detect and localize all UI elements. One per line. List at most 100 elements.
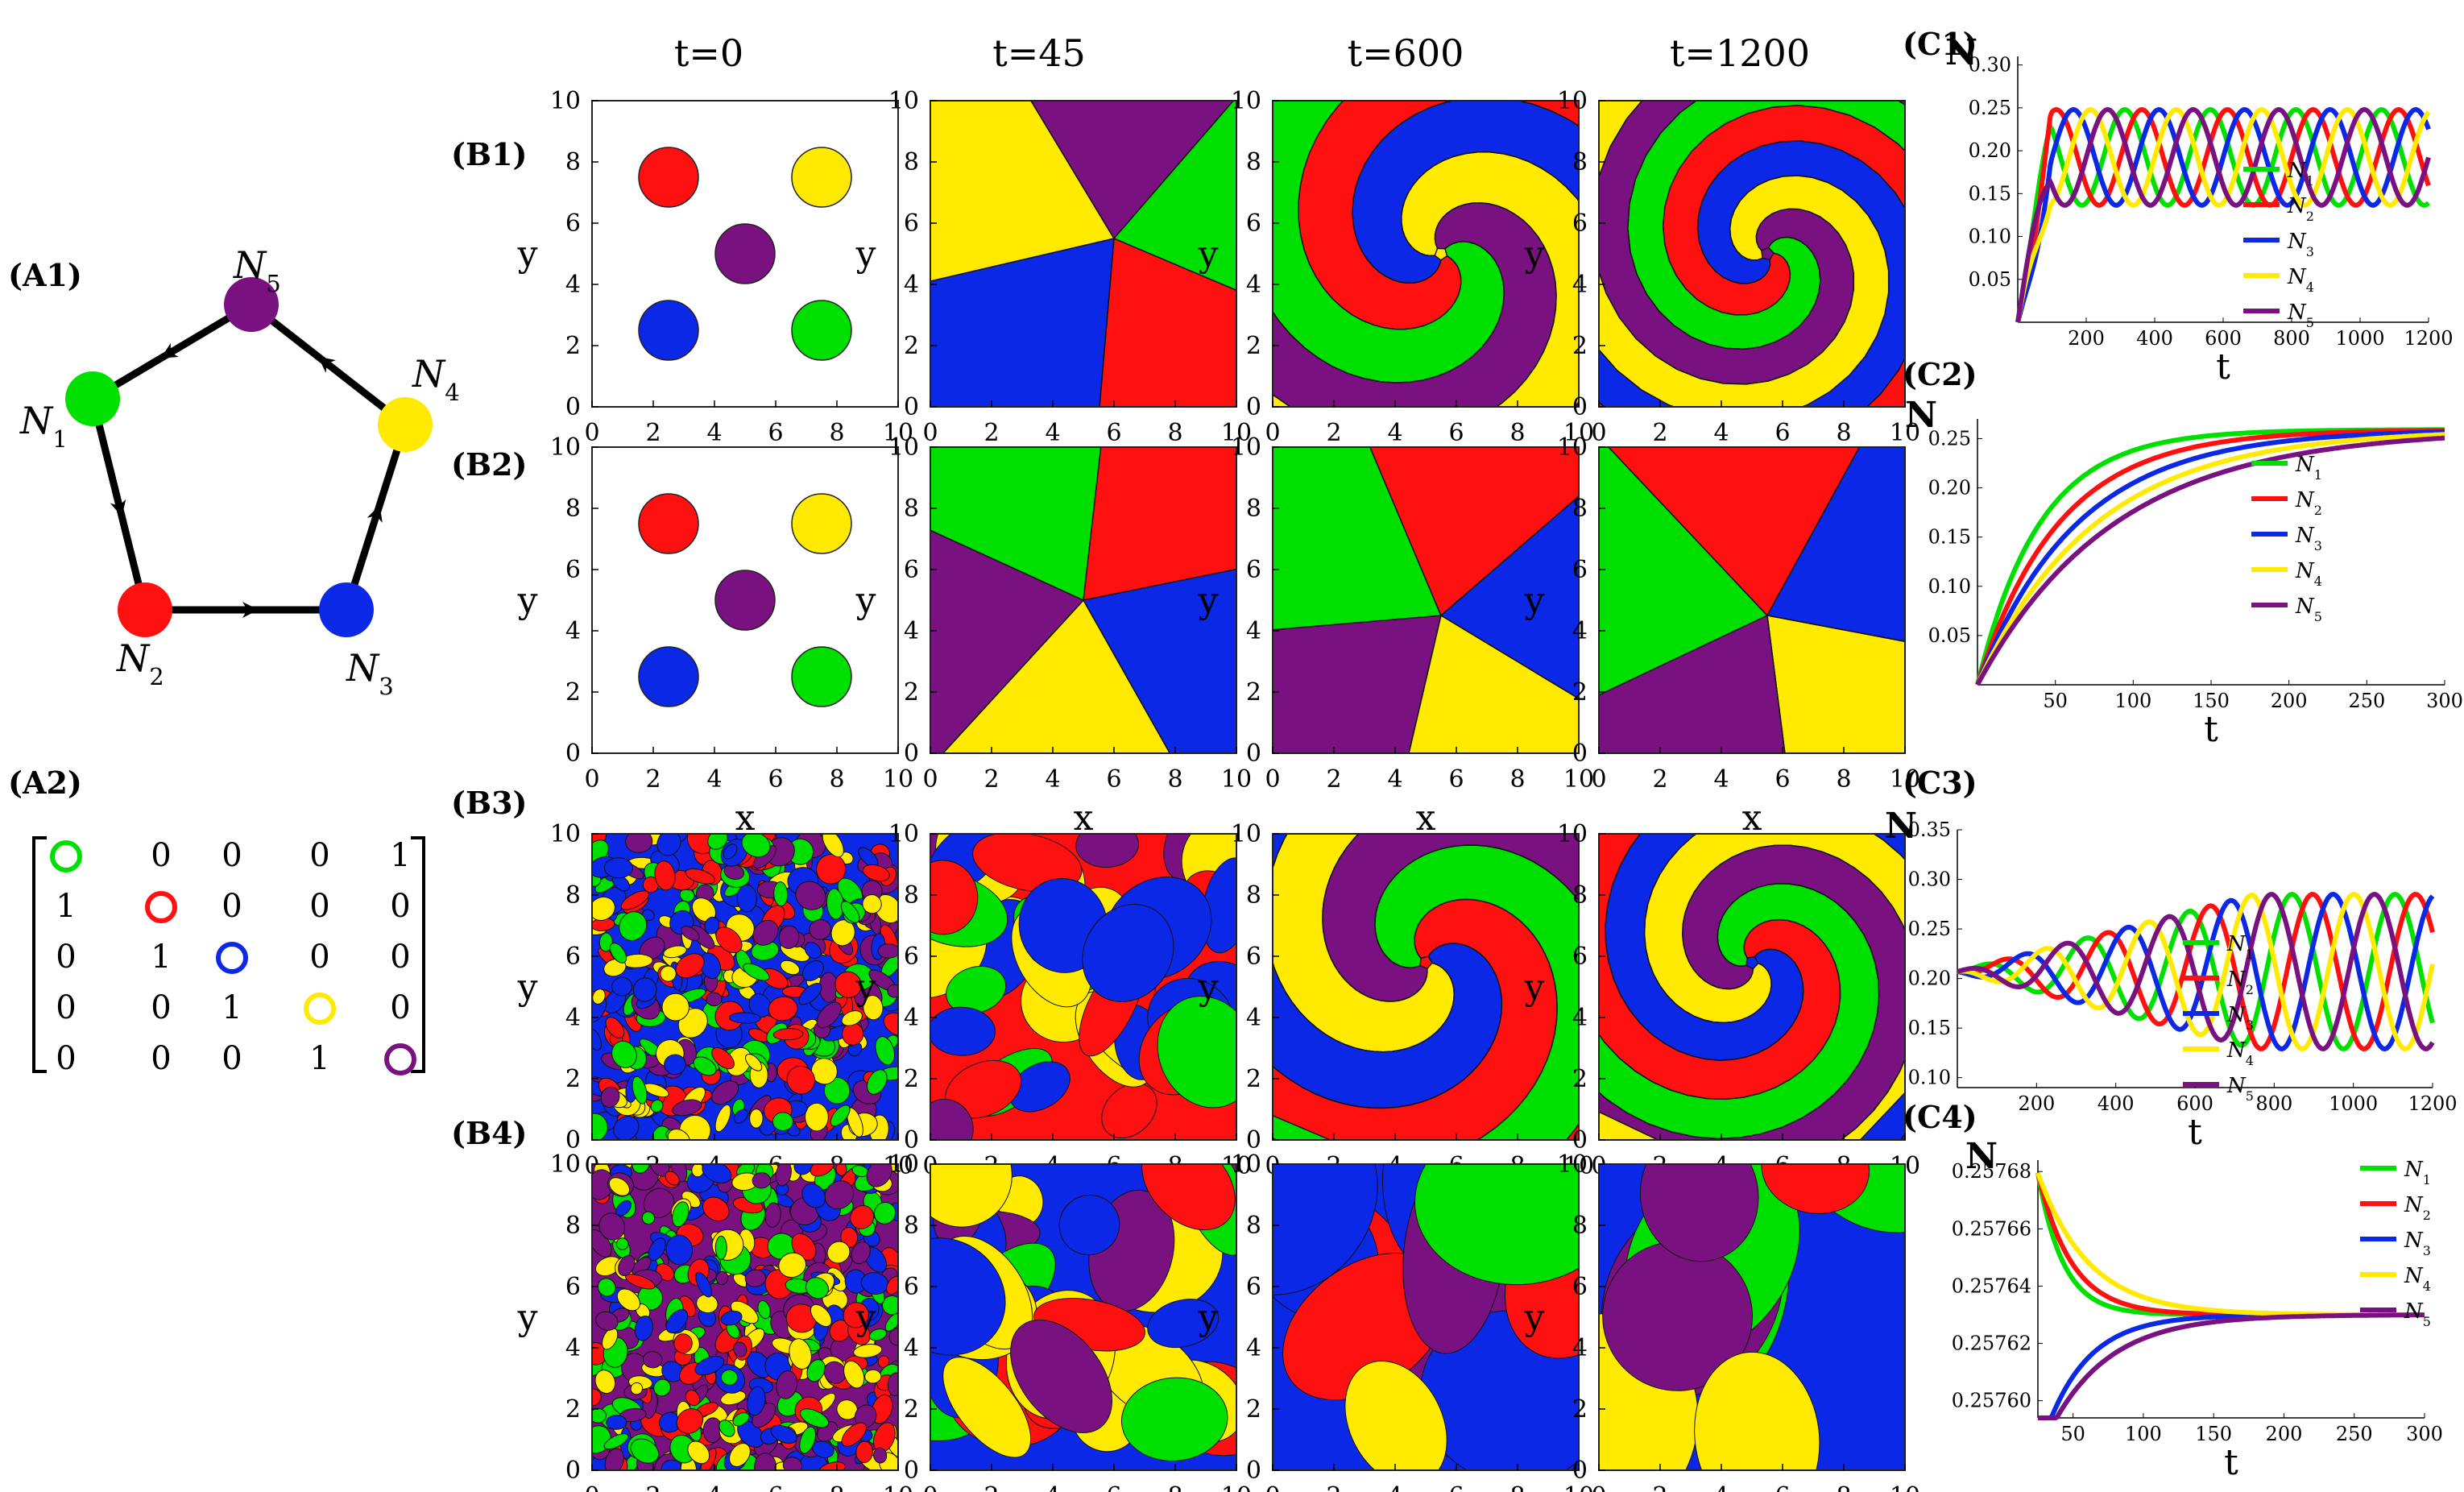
domain-blob — [822, 834, 844, 858]
panel-frame — [591, 446, 899, 754]
domain-blob — [608, 1177, 631, 1196]
y-tick-10: 10 — [888, 820, 919, 848]
x-tick-2: 2 — [984, 419, 999, 447]
y-tick-8: 8 — [904, 495, 919, 523]
y-axis-label: N — [1905, 395, 1937, 436]
pattern-content — [1599, 101, 1905, 407]
pattern-panel-r2-c4: 00 2 2 4 4 6 6 8 8 10 10 x y — [1524, 433, 1921, 839]
initial-patch-1 — [638, 147, 699, 208]
node-label-n4-sub: 4 — [445, 379, 459, 406]
domain-blob — [757, 1300, 771, 1320]
y-axis-label: y — [517, 967, 538, 1008]
domain-blob — [841, 1010, 863, 1026]
domain-blob — [887, 984, 898, 998]
legend-label-n3-sub: 3 — [2314, 538, 2322, 553]
wedge-domain — [1599, 447, 1769, 696]
y-tick-0: 0 — [1572, 393, 1588, 421]
y-axis-label: y — [517, 580, 538, 621]
legend-label-n4-main: N — [2404, 1264, 2424, 1288]
x-tick-8: 8 — [1167, 1482, 1182, 1492]
domain-blob — [942, 1357, 1032, 1458]
y-tick-6: 6 — [1246, 1273, 1261, 1301]
domain-blob — [768, 996, 798, 1022]
matrix-cell-0-1: 0 — [151, 837, 171, 874]
domain-blob — [801, 1183, 826, 1208]
y-tick-2: 2 — [565, 1065, 581, 1093]
y-tick-10: 10 — [550, 433, 581, 462]
panel-label-c4: (C4) — [1903, 1099, 1977, 1135]
y-tick-label: 0.15 — [1908, 1017, 1951, 1039]
x-tick-label: 50 — [2043, 690, 2068, 712]
domain-blob — [616, 1288, 641, 1312]
legend-label-n5-main: N — [2287, 300, 2307, 325]
y-tick-0: 0 — [1572, 1126, 1588, 1154]
x-tick-4: 4 — [1713, 765, 1729, 794]
pattern-content — [1273, 834, 1579, 1140]
domain-blob — [1120, 1377, 1228, 1461]
x-tick-label: 1000 — [2335, 327, 2384, 350]
pattern-content — [592, 1164, 898, 1470]
x-tick-0: 0 — [922, 419, 938, 447]
y-axis-label: N — [1965, 1136, 1998, 1177]
panel-frame — [1598, 100, 1906, 408]
y-tick-4: 4 — [1572, 271, 1588, 299]
legend-label-n5: N5 — [2226, 1074, 2254, 1104]
domain-blob — [1082, 904, 1174, 1002]
x-tick-0: 0 — [584, 765, 599, 794]
x-tick-label: 150 — [2195, 1423, 2232, 1445]
node-label-n4: N4 — [412, 352, 460, 406]
y-tick-4: 4 — [565, 1004, 581, 1032]
y-tick-label: 0.15 — [1928, 526, 1971, 549]
y-tick-label: 0.10 — [1928, 575, 1971, 598]
matrix-cell-1-0: 1 — [56, 888, 76, 925]
wedge-domain — [930, 529, 1085, 753]
legend-label-n2-sub: 2 — [2423, 1208, 2431, 1223]
wedge-domain — [1766, 615, 1905, 753]
y-tick-4: 4 — [1246, 617, 1261, 645]
domain-blob — [634, 1315, 653, 1341]
domain-blob — [714, 1104, 731, 1133]
legend-label-n1-main: N — [2295, 453, 2315, 477]
domain-blob — [748, 993, 772, 1018]
x-tick-label: 1000 — [2329, 1092, 2378, 1115]
node-n1 — [65, 371, 120, 426]
wedge-domain — [1083, 447, 1236, 601]
legend-label-n1-sub: 1 — [2423, 1172, 2431, 1187]
y-axis-label: y — [855, 967, 876, 1008]
node-label-n1-sub: 1 — [52, 425, 67, 453]
y-tick-label: 0.25764 — [1952, 1274, 2031, 1297]
y-tick-6: 6 — [1572, 943, 1588, 971]
y-tick-2: 2 — [904, 1065, 919, 1093]
legend-label-n1: N1 — [2295, 453, 2322, 483]
domain-blob — [789, 1338, 812, 1370]
y-tick-6: 6 — [1246, 556, 1261, 584]
x-tick-6: 6 — [1774, 765, 1790, 794]
domain-blob — [625, 834, 653, 853]
x-tick-4: 4 — [1713, 1482, 1729, 1492]
matrix-cell-4-3: 1 — [309, 1040, 329, 1077]
domain-blob — [749, 1109, 764, 1129]
y-tick-0: 0 — [565, 1457, 581, 1485]
x-tick-10: 10 — [1221, 419, 1252, 447]
domain-blob — [843, 1360, 865, 1389]
x-tick-8: 8 — [1836, 765, 1851, 794]
y-tick-2: 2 — [565, 1395, 581, 1424]
legend-label-n1: N1 — [2404, 1158, 2431, 1187]
domain-blob — [624, 1274, 656, 1290]
x-tick-8: 8 — [829, 765, 844, 794]
x-tick-2: 2 — [645, 1482, 661, 1492]
domain-blob — [801, 959, 824, 981]
x-tick-2: 2 — [1652, 1482, 1667, 1492]
matrix-cell-0-4: 1 — [390, 837, 410, 874]
domain-blob — [618, 1254, 636, 1276]
domain-blob — [747, 1386, 766, 1416]
domain-blob — [775, 1164, 792, 1187]
x-tick-label: 400 — [2098, 1092, 2135, 1115]
domain-blob — [930, 1006, 996, 1056]
domain-blob — [835, 1164, 847, 1176]
y-axis-label: N — [1885, 806, 1917, 847]
panel-frame — [1598, 1163, 1906, 1471]
legend-label-n1-sub: 1 — [2314, 467, 2322, 483]
